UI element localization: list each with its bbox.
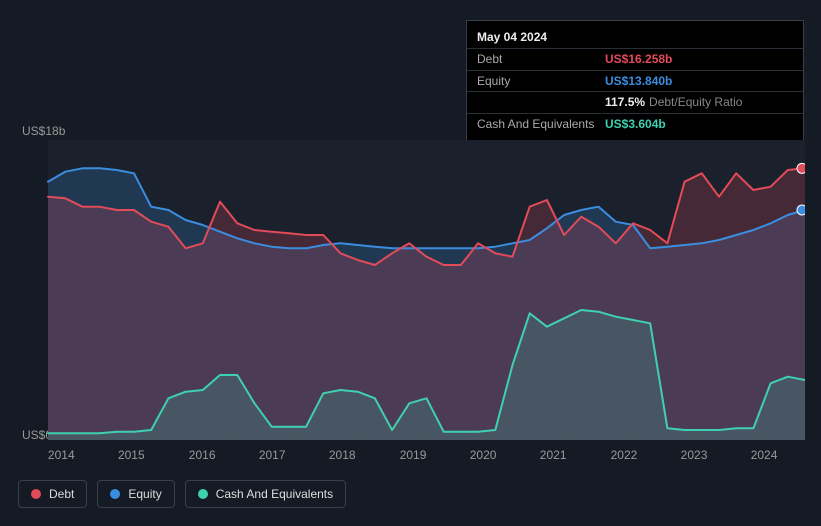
legend-item-cash[interactable]: Cash And Equivalents xyxy=(185,480,346,508)
tooltip-value: US$16.258b xyxy=(605,51,672,68)
x-axis: 2014 2015 2016 2017 2018 2019 2020 2021 2022 2023… xyxy=(18,448,805,468)
tooltip-label xyxy=(477,94,605,111)
legend-label: Cash And Equivalents xyxy=(216,487,333,501)
x-axis-tick: 2016 xyxy=(189,448,216,462)
legend-label: Debt xyxy=(49,487,74,501)
tooltip-row: Cash And EquivalentsUS$3.604b xyxy=(467,114,803,135)
tooltip-value: 117.5%Debt/Equity Ratio xyxy=(605,94,742,111)
x-axis-tick: 2014 xyxy=(48,448,75,462)
cash-dot-icon xyxy=(198,489,208,499)
tooltip-label: Equity xyxy=(477,73,605,90)
x-axis-tick: 2017 xyxy=(259,448,286,462)
debt-dot-icon xyxy=(31,489,41,499)
equity-end-marker xyxy=(797,205,805,215)
x-axis-tick: 2024 xyxy=(751,448,778,462)
hover-tooltip: May 04 2024 DebtUS$16.258bEquityUS$13.84… xyxy=(466,20,804,142)
area-chart xyxy=(18,140,805,440)
y-axis-max-label: US$18b xyxy=(22,124,65,138)
debt-end-marker xyxy=(797,163,805,173)
equity-dot-icon xyxy=(110,489,120,499)
x-axis-tick: 2023 xyxy=(681,448,708,462)
tooltip-label: Debt xyxy=(477,51,605,68)
x-axis-tick: 2019 xyxy=(400,448,427,462)
legend: Debt Equity Cash And Equivalents xyxy=(18,480,346,508)
legend-item-debt[interactable]: Debt xyxy=(18,480,87,508)
tooltip-label: Cash And Equivalents xyxy=(477,116,605,133)
legend-label: Equity xyxy=(128,487,161,501)
tooltip-row: EquityUS$13.840b xyxy=(467,71,803,93)
x-axis-tick: 2018 xyxy=(329,448,356,462)
tooltip-row: 117.5%Debt/Equity Ratio xyxy=(467,92,803,114)
x-axis-tick: 2015 xyxy=(118,448,145,462)
tooltip-row: DebtUS$16.258b xyxy=(467,49,803,71)
x-axis-tick: 2020 xyxy=(470,448,497,462)
x-axis-tick: 2022 xyxy=(611,448,638,462)
tooltip-suffix: Debt/Equity Ratio xyxy=(649,95,742,109)
x-axis-tick: 2021 xyxy=(540,448,567,462)
tooltip-value: US$3.604b xyxy=(605,116,666,133)
legend-item-equity[interactable]: Equity xyxy=(97,480,174,508)
tooltip-value: US$13.840b xyxy=(605,73,672,90)
tooltip-date: May 04 2024 xyxy=(477,29,547,46)
